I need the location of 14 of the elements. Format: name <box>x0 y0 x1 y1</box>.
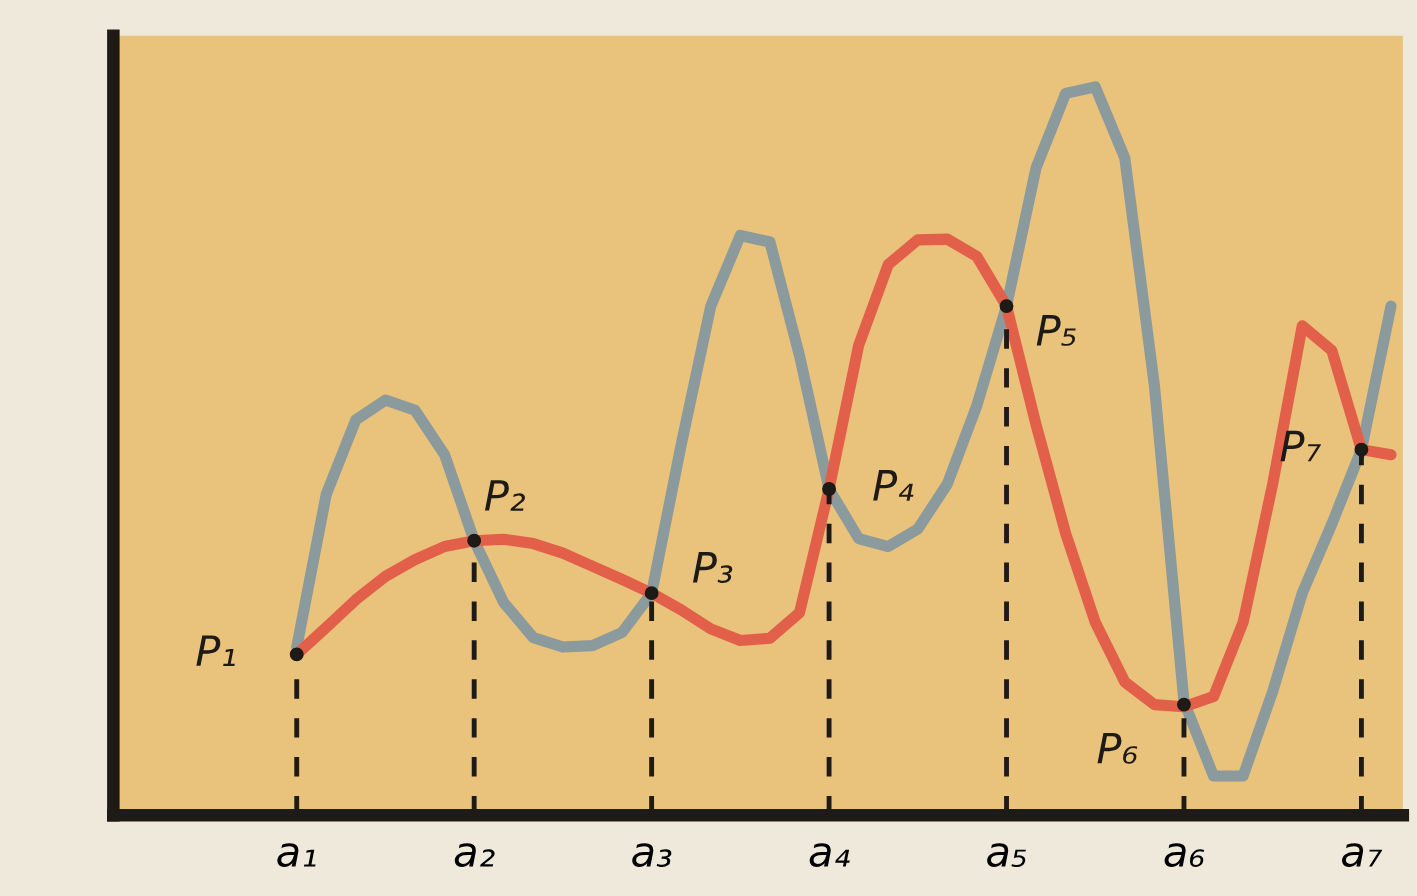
annotation: P₅ <box>1036 315 1076 346</box>
x-tick-label: a₆ <box>1164 843 1205 868</box>
x-tick-label: a₇ <box>1342 843 1383 868</box>
annotation: P₂ <box>484 480 525 511</box>
x-tick-label: a₅ <box>987 843 1026 868</box>
x-tick-label: a₂ <box>454 843 495 868</box>
annotation: P₁ <box>196 635 235 667</box>
annotation: P₇ <box>1280 430 1321 462</box>
annotation: P₆ <box>1097 732 1138 764</box>
x-tick-label: a₃ <box>632 843 672 868</box>
annotation: P₄ <box>873 470 914 501</box>
x-tick-label: a₁ <box>277 843 316 868</box>
x-tick-label: a₄ <box>809 843 850 868</box>
annotation: P₃ <box>692 552 733 583</box>
